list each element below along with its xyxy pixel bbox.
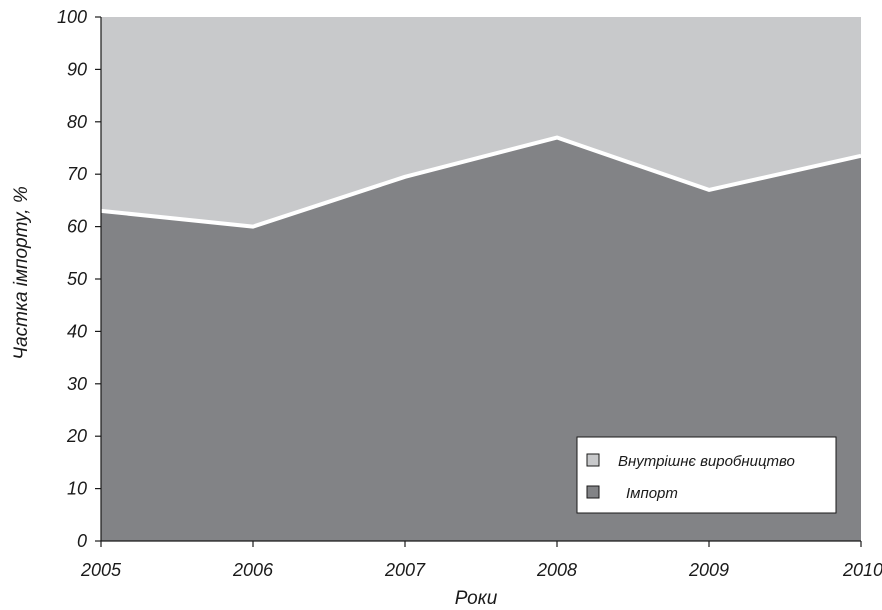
y-tick-label-60: 60	[67, 217, 87, 237]
y-tick-label-80: 80	[67, 112, 87, 132]
legend-label-import: Імпорт	[626, 485, 678, 502]
x-tick-label-2009: 2009	[688, 560, 729, 580]
legend-swatch-domestic	[586, 453, 600, 467]
y-tick-label-90: 90	[67, 59, 87, 79]
y-tick-label-70: 70	[67, 164, 87, 184]
x-tick-label-2007: 2007	[384, 560, 426, 580]
legend: Внутрішнє виробництво Імпорт	[576, 436, 837, 514]
y-tick-label-20: 20	[66, 426, 87, 446]
x-tick-label-2010: 2010	[842, 560, 882, 580]
legend-label-domestic: Внутрішнє виробництво	[618, 453, 795, 470]
y-tick-label-10: 10	[67, 479, 87, 499]
y-tick-label-100: 100	[57, 7, 87, 27]
x-axis-title: Роки	[455, 588, 498, 609]
x-tick-label-2008: 2008	[536, 560, 577, 580]
x-axis: 2005 2006 2007 2008 2009 2010	[80, 540, 882, 580]
x-tick-label-2005: 2005	[80, 560, 122, 580]
y-tick-label-50: 50	[67, 269, 87, 289]
y-axis: 0 10 20 30 40 50 60 70 80 90 100	[57, 7, 102, 551]
legend-swatch-import	[586, 485, 600, 499]
y-axis-title: Частка імпорту, %	[11, 186, 32, 360]
y-tick-label-0: 0	[77, 531, 87, 551]
y-tick-label-30: 30	[67, 374, 87, 394]
series-boundary-line	[100, 135, 862, 229]
legend-box	[576, 436, 837, 514]
area-domestic-production	[101, 17, 861, 227]
x-tick-label-2006: 2006	[232, 560, 274, 580]
y-tick-label-40: 40	[67, 321, 87, 341]
